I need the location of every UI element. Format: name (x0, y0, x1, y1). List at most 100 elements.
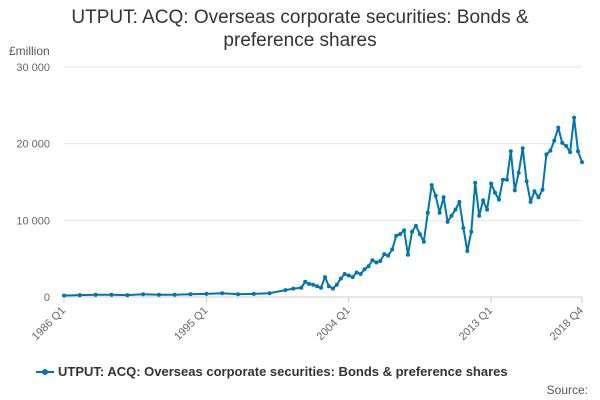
data-point (497, 197, 501, 202)
y-tick-label: 0 (44, 292, 50, 304)
data-point (512, 188, 517, 193)
legend[interactable]: UTPUT: ACQ: Overseas corporate securitie… (36, 364, 508, 379)
data-point (323, 275, 327, 280)
data-point (366, 264, 371, 269)
data-point (141, 292, 146, 297)
data-point (370, 258, 375, 263)
data-point (457, 199, 462, 204)
data-point (556, 125, 561, 130)
data-point (536, 195, 541, 200)
data-point (334, 282, 339, 287)
data-point (485, 207, 490, 212)
data-point (524, 179, 529, 184)
x-tick-label: 2013 Q1 (457, 305, 495, 343)
data-point (330, 286, 335, 291)
data-point (572, 115, 577, 120)
data-point (429, 183, 434, 188)
data-point (390, 247, 395, 252)
data-point (532, 189, 537, 194)
data-point (188, 292, 193, 297)
data-point (62, 293, 66, 298)
data-point (413, 223, 418, 228)
series-line (63, 116, 583, 297)
data-point (382, 252, 387, 257)
data-point (398, 232, 403, 237)
data-point (172, 292, 177, 297)
chart-title-line-1: UTPUT: ACQ: Overseas corporate securitie… (71, 7, 529, 28)
data-point (481, 198, 486, 203)
data-point (109, 292, 114, 297)
data-point (307, 282, 312, 286)
data-point (445, 219, 450, 224)
data-point (346, 273, 351, 278)
source-label: Source: (546, 383, 588, 397)
data-point (500, 177, 505, 182)
data-point (552, 138, 557, 143)
data-point (93, 292, 98, 297)
data-point (421, 239, 426, 244)
data-point (520, 146, 525, 151)
data-point (433, 193, 438, 198)
data-point (410, 229, 414, 234)
data-point (504, 177, 509, 182)
data-point (358, 272, 363, 276)
data-point (402, 228, 407, 233)
grid-lines (63, 66, 583, 303)
data-point (580, 160, 584, 165)
chart-title: UTPUT: ACQ: Overseas corporate securitie… (0, 6, 600, 52)
data-point (303, 279, 308, 284)
data-point (77, 293, 82, 298)
data-point (394, 233, 399, 238)
y-tick-label: 20 000 (16, 139, 50, 151)
data-point (465, 249, 470, 253)
data-point (283, 288, 288, 293)
data-point (267, 291, 272, 296)
y-axis-unit-label: £million (9, 44, 50, 58)
data-point (378, 259, 383, 263)
y-tick-label: 30 000 (16, 62, 50, 74)
data-point (342, 272, 347, 276)
data-point (425, 210, 430, 215)
series-layer (62, 115, 584, 298)
x-axis-tick-labels: 1986 Q1 1995 Q1 2004 Q1 2013 Q1 2018 Q4 (30, 305, 586, 343)
data-point (528, 199, 533, 204)
x-tick-label: 1995 Q1 (172, 305, 210, 343)
y-tick-label: 10 000 (16, 215, 50, 227)
data-point (461, 226, 466, 230)
data-point (406, 252, 410, 257)
data-point (493, 190, 497, 195)
data-point (469, 229, 474, 234)
data-point (125, 293, 130, 298)
data-point (204, 291, 209, 296)
data-point (453, 207, 458, 212)
data-point (374, 260, 379, 265)
data-point (156, 292, 161, 297)
data-point (338, 276, 343, 281)
data-point (251, 291, 256, 296)
data-point (315, 284, 320, 289)
data-point (362, 267, 367, 272)
data-point (311, 282, 316, 287)
data-point (437, 210, 442, 215)
data-point (417, 232, 422, 237)
data-point (441, 195, 446, 200)
data-point (473, 180, 478, 185)
data-point (568, 150, 573, 155)
data-point (220, 291, 225, 296)
data-point (236, 292, 240, 297)
data-point (386, 253, 391, 258)
legend-series-marker-icon (36, 367, 54, 377)
data-point (564, 144, 569, 148)
chart-title-line-2: preference shares (223, 30, 377, 51)
data-point (319, 285, 323, 290)
data-point (544, 152, 549, 157)
y-axis-tick-labels: 0 10 000 20 000 30 000 (16, 62, 50, 304)
data-point (291, 286, 296, 291)
x-tick-label: 2004 Q1 (314, 305, 352, 343)
data-point (354, 270, 359, 275)
data-point (350, 275, 355, 280)
data-point (508, 149, 513, 154)
x-tick-label: 2018 Q4 (548, 305, 586, 343)
data-point (576, 149, 580, 154)
